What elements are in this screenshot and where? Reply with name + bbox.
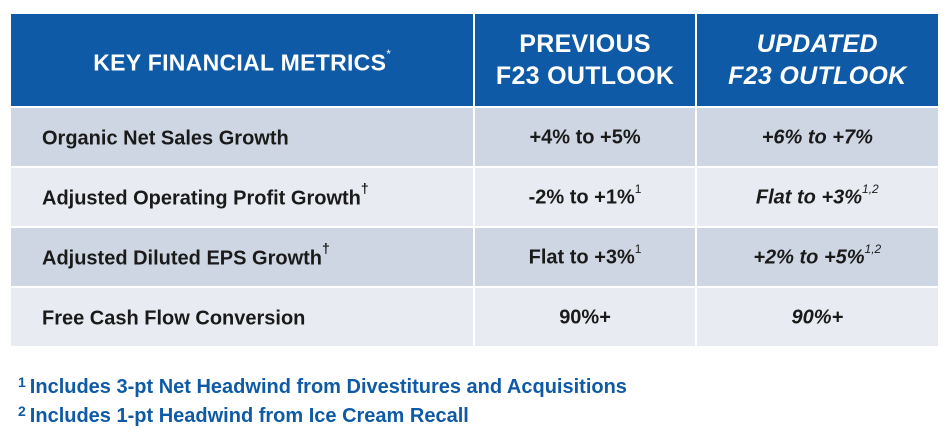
header-row: KEY FINANCIAL METRICS* PREVIOUS F23 OUTL… bbox=[11, 14, 938, 106]
table-row: Free Cash Flow Conversion 90%+ 90%+ bbox=[11, 286, 938, 346]
header-updated-outlook: UPDATED F23 OUTLOOK bbox=[694, 14, 938, 106]
metric-label: Free Cash Flow Conversion bbox=[42, 307, 306, 330]
updated-value: Flat to +3% bbox=[755, 186, 863, 209]
previous-value: 90%+ bbox=[559, 306, 611, 329]
header-col2-line2: F23 OUTLOOK bbox=[495, 62, 675, 90]
previous-cell: +4% to +5% bbox=[473, 106, 695, 166]
metric-label: Adjusted Diluted EPS Growth bbox=[42, 247, 323, 270]
footnote-1: 1 Includes 3-pt Net Headwind from Divesti… bbox=[18, 373, 627, 402]
previous-note: 1 bbox=[634, 241, 642, 256]
metric-cell: Free Cash Flow Conversion bbox=[11, 286, 474, 346]
header-col3-line1: UPDATED bbox=[756, 30, 878, 58]
footnotes: 1 Includes 3-pt Net Headwind from Divesti… bbox=[18, 373, 627, 431]
metric-mark: † bbox=[322, 239, 330, 256]
updated-cell: 90%+ bbox=[694, 286, 938, 346]
previous-cell: -2% to +1%1 bbox=[473, 166, 695, 226]
updated-cell: Flat to +3%1,2 bbox=[694, 166, 938, 226]
metric-label: Organic Net Sales Growth bbox=[42, 127, 289, 150]
metric-cell: Adjusted Operating Profit Growth† bbox=[11, 166, 474, 226]
footnote-text: Includes 1-pt Headwind from Ice Cream Re… bbox=[29, 405, 469, 427]
header-col2-line1: PREVIOUS bbox=[519, 30, 651, 58]
footnote-number: 2 bbox=[18, 403, 26, 419]
header-col3-line2: F23 OUTLOOK bbox=[728, 62, 907, 90]
previous-cell: Flat to +3%1 bbox=[473, 226, 695, 286]
previous-note: 1 bbox=[634, 181, 642, 196]
updated-value: 90%+ bbox=[791, 306, 844, 329]
metric-cell: Adjusted Diluted EPS Growth† bbox=[11, 226, 474, 286]
footnote-text: Includes 3-pt Net Headwind from Divestit… bbox=[29, 376, 627, 398]
header-key-financial-metrics: KEY FINANCIAL METRICS* bbox=[11, 14, 474, 106]
previous-value: +4% to +5% bbox=[529, 126, 641, 149]
footnote-2: 2 Includes 1-pt Headwind from Ice Cream R… bbox=[18, 402, 627, 431]
table-row: Adjusted Operating Profit Growth† -2% to… bbox=[11, 166, 938, 226]
key-financial-metrics-table: KEY FINANCIAL METRICS* PREVIOUS F23 OUTL… bbox=[11, 14, 938, 346]
metric-cell: Organic Net Sales Growth bbox=[11, 106, 474, 166]
previous-value: -2% to +1% bbox=[528, 186, 635, 209]
previous-value: Flat to +3% bbox=[528, 246, 635, 269]
metric-label: Adjusted Operating Profit Growth bbox=[42, 187, 361, 210]
footnote-number: 1 bbox=[18, 374, 26, 390]
updated-value: +2% to +5% bbox=[753, 246, 865, 269]
updated-note: 1,2 bbox=[864, 241, 882, 256]
header-asterisk: * bbox=[386, 46, 392, 61]
header-col1-label: KEY FINANCIAL METRICS bbox=[93, 49, 387, 76]
table-row: Adjusted Diluted EPS Growth† Flat to +3%… bbox=[11, 226, 938, 286]
header-previous-outlook: PREVIOUS F23 OUTLOOK bbox=[473, 14, 695, 106]
updated-note: 1,2 bbox=[862, 181, 879, 196]
updated-value: +6% to +7% bbox=[761, 126, 873, 149]
metric-mark: † bbox=[360, 179, 369, 196]
updated-cell: +6% to +7% bbox=[694, 106, 938, 166]
previous-cell: 90%+ bbox=[473, 286, 695, 346]
table-row: Organic Net Sales Growth +4% to +5% +6% … bbox=[11, 106, 938, 166]
updated-cell: +2% to +5%1,2 bbox=[694, 226, 938, 286]
